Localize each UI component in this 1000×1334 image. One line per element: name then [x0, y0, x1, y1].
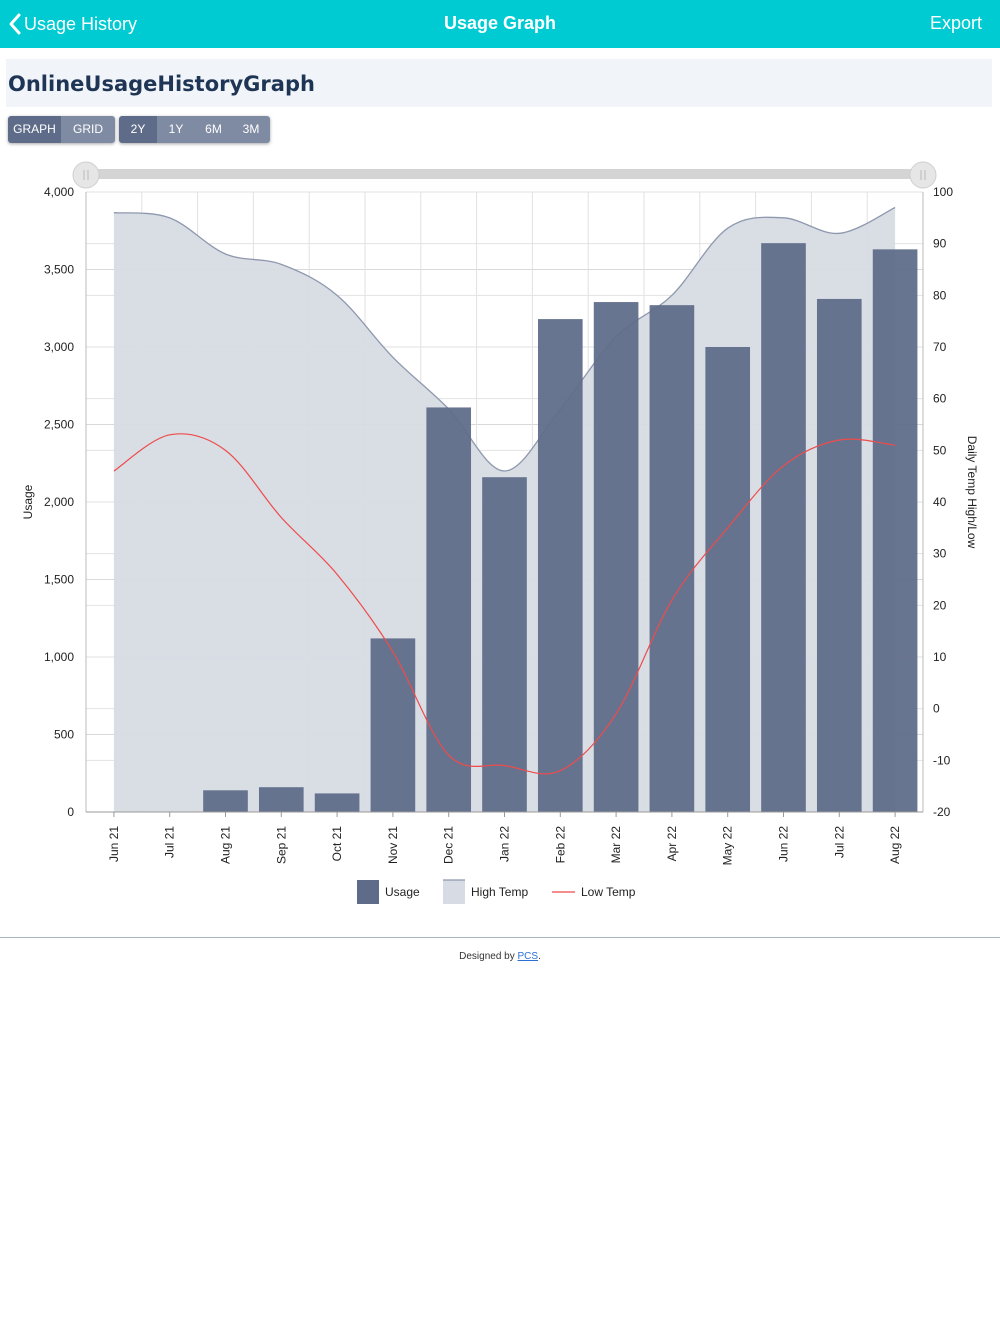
- footer-suffix: .: [538, 951, 541, 962]
- usage-bar-mar-22[interactable]: [593, 302, 639, 812]
- y-tick-label: 4,000: [44, 185, 74, 199]
- y2-tick-label: -20: [933, 805, 951, 819]
- x-tick-label: Jun 21: [107, 826, 121, 862]
- range-toggle: 2Y 1Y 6M 3M: [119, 116, 270, 143]
- x-tick-label: Mar 22: [609, 826, 623, 864]
- legend-usage-swatch[interactable]: [357, 880, 379, 904]
- high-temp-line: [113, 206, 896, 472]
- x-tick-label: Dec 21: [442, 826, 456, 864]
- x-tick-label: Jul 21: [163, 826, 177, 858]
- export-button[interactable]: Export: [929, 13, 982, 33]
- view-toggle: GRAPH GRID: [8, 116, 115, 143]
- x-tick-label: May 22: [721, 826, 735, 866]
- back-label: Usage History: [24, 13, 138, 34]
- footer: Designed by PCS.: [0, 951, 1000, 962]
- y-tick-label: 3,500: [44, 263, 74, 277]
- y-tick-label: 1,000: [44, 650, 74, 664]
- usage-bar-sep-21[interactable]: [258, 787, 304, 812]
- x-tick-label: Aug 22: [888, 826, 902, 864]
- back-button[interactable]: Usage History: [6, 11, 137, 37]
- x-tick-label: Apr 22: [665, 826, 679, 862]
- nav-title: Usage Graph: [443, 13, 557, 33]
- navigation-bar: Usage History Usage Graph Export: [0, 0, 1000, 48]
- chevron-left-icon: [9, 13, 21, 35]
- x-tick-label: Feb 22: [553, 826, 567, 864]
- y2-tick-label: 50: [933, 443, 947, 457]
- usage-bar-apr-22[interactable]: [649, 305, 695, 812]
- low-temp-line: [113, 433, 896, 775]
- y2-tick-label: 30: [933, 547, 947, 561]
- usage-bar-jun-22[interactable]: [761, 243, 806, 812]
- y2-tick-label: 90: [933, 237, 947, 251]
- y2-tick-label: 100: [933, 185, 953, 199]
- range-slider-right-handle[interactable]: [909, 161, 937, 189]
- usage-bar-aug-21[interactable]: [203, 790, 248, 812]
- usage-bar-aug-22[interactable]: [872, 249, 918, 813]
- title-bar: OnlineUsageHistoryGraph: [6, 59, 992, 107]
- x-tick-label: Jul 22: [832, 826, 846, 858]
- usage-bar-may-22[interactable]: [705, 347, 751, 812]
- y2-tick-label: 20: [933, 598, 947, 612]
- usage-bar-nov-21[interactable]: [370, 638, 416, 812]
- range-1y-button[interactable]: 1Y: [157, 116, 195, 143]
- footer-divider: [0, 937, 1000, 938]
- y-tick-label: 2,000: [44, 495, 74, 509]
- graph-view-button[interactable]: GRAPH: [8, 116, 61, 143]
- legend-high-temp-label[interactable]: High Temp: [471, 885, 528, 899]
- y2-tick-label: 60: [933, 392, 947, 406]
- legend-high-temp-swatch[interactable]: [443, 880, 465, 904]
- range-slider-left-handle[interactable]: [72, 161, 100, 189]
- y-tick-label: 3,000: [44, 340, 74, 354]
- page-title: OnlineUsageHistoryGraph: [8, 72, 315, 96]
- range-2y-button[interactable]: 2Y: [119, 116, 157, 143]
- legend-usage-label[interactable]: Usage: [385, 885, 420, 899]
- x-tick-label: Nov 21: [386, 826, 400, 864]
- range-6m-button[interactable]: 6M: [195, 116, 232, 143]
- usage-bar-feb-22[interactable]: [537, 319, 583, 812]
- x-tick-label: Sep 21: [274, 826, 288, 864]
- usage-bar-dec-21[interactable]: [426, 407, 472, 812]
- pcs-link[interactable]: PCS: [517, 951, 539, 962]
- y-tick-label: 0: [67, 805, 74, 819]
- usage-bar-jul-22[interactable]: [816, 298, 862, 812]
- legend-low-temp-label[interactable]: Low Temp: [581, 885, 636, 899]
- y-tick-label: 2,500: [44, 418, 74, 432]
- y-axis-title: Usage: [21, 484, 35, 519]
- y2-tick-label: 10: [933, 650, 947, 664]
- x-tick-label: Oct 21: [330, 826, 344, 862]
- footer-prefix: Designed by: [459, 951, 518, 962]
- y-tick-label: 500: [54, 728, 74, 742]
- y2-tick-label: 70: [933, 340, 947, 354]
- x-tick-label: Jun 22: [777, 826, 791, 862]
- usage-bar-jan-22[interactable]: [482, 477, 527, 812]
- x-tick-label: Aug 21: [219, 826, 233, 864]
- range-slider-track[interactable]: [86, 169, 923, 179]
- x-tick-label: Jan 22: [498, 826, 512, 862]
- y-tick-label: 1,500: [44, 573, 74, 587]
- usage-chart: 05001,0001,5002,0002,5003,0003,5004,000-…: [21, 161, 979, 904]
- range-3m-button[interactable]: 3M: [232, 116, 270, 143]
- y2-tick-label: 40: [933, 495, 947, 509]
- y2-tick-label: 0: [933, 702, 940, 716]
- y2-tick-label: 80: [933, 288, 947, 302]
- usage-bar-oct-21[interactable]: [314, 793, 360, 812]
- grid-view-button[interactable]: GRID: [61, 116, 115, 143]
- y2-tick-label: -10: [933, 753, 951, 767]
- y2-axis-title: Daily Temp High/Low: [965, 436, 979, 549]
